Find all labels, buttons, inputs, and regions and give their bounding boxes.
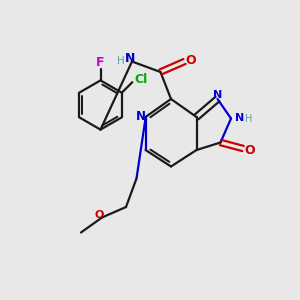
Text: O: O — [244, 143, 255, 157]
Text: F: F — [96, 56, 105, 69]
Text: H: H — [117, 56, 124, 66]
Text: N: N — [125, 52, 136, 65]
Text: O: O — [186, 53, 196, 67]
Text: N: N — [214, 90, 223, 100]
Text: Cl: Cl — [134, 73, 147, 86]
Text: N: N — [235, 113, 244, 123]
Text: N: N — [135, 110, 146, 123]
Text: H: H — [245, 114, 252, 124]
Text: O: O — [94, 209, 104, 220]
